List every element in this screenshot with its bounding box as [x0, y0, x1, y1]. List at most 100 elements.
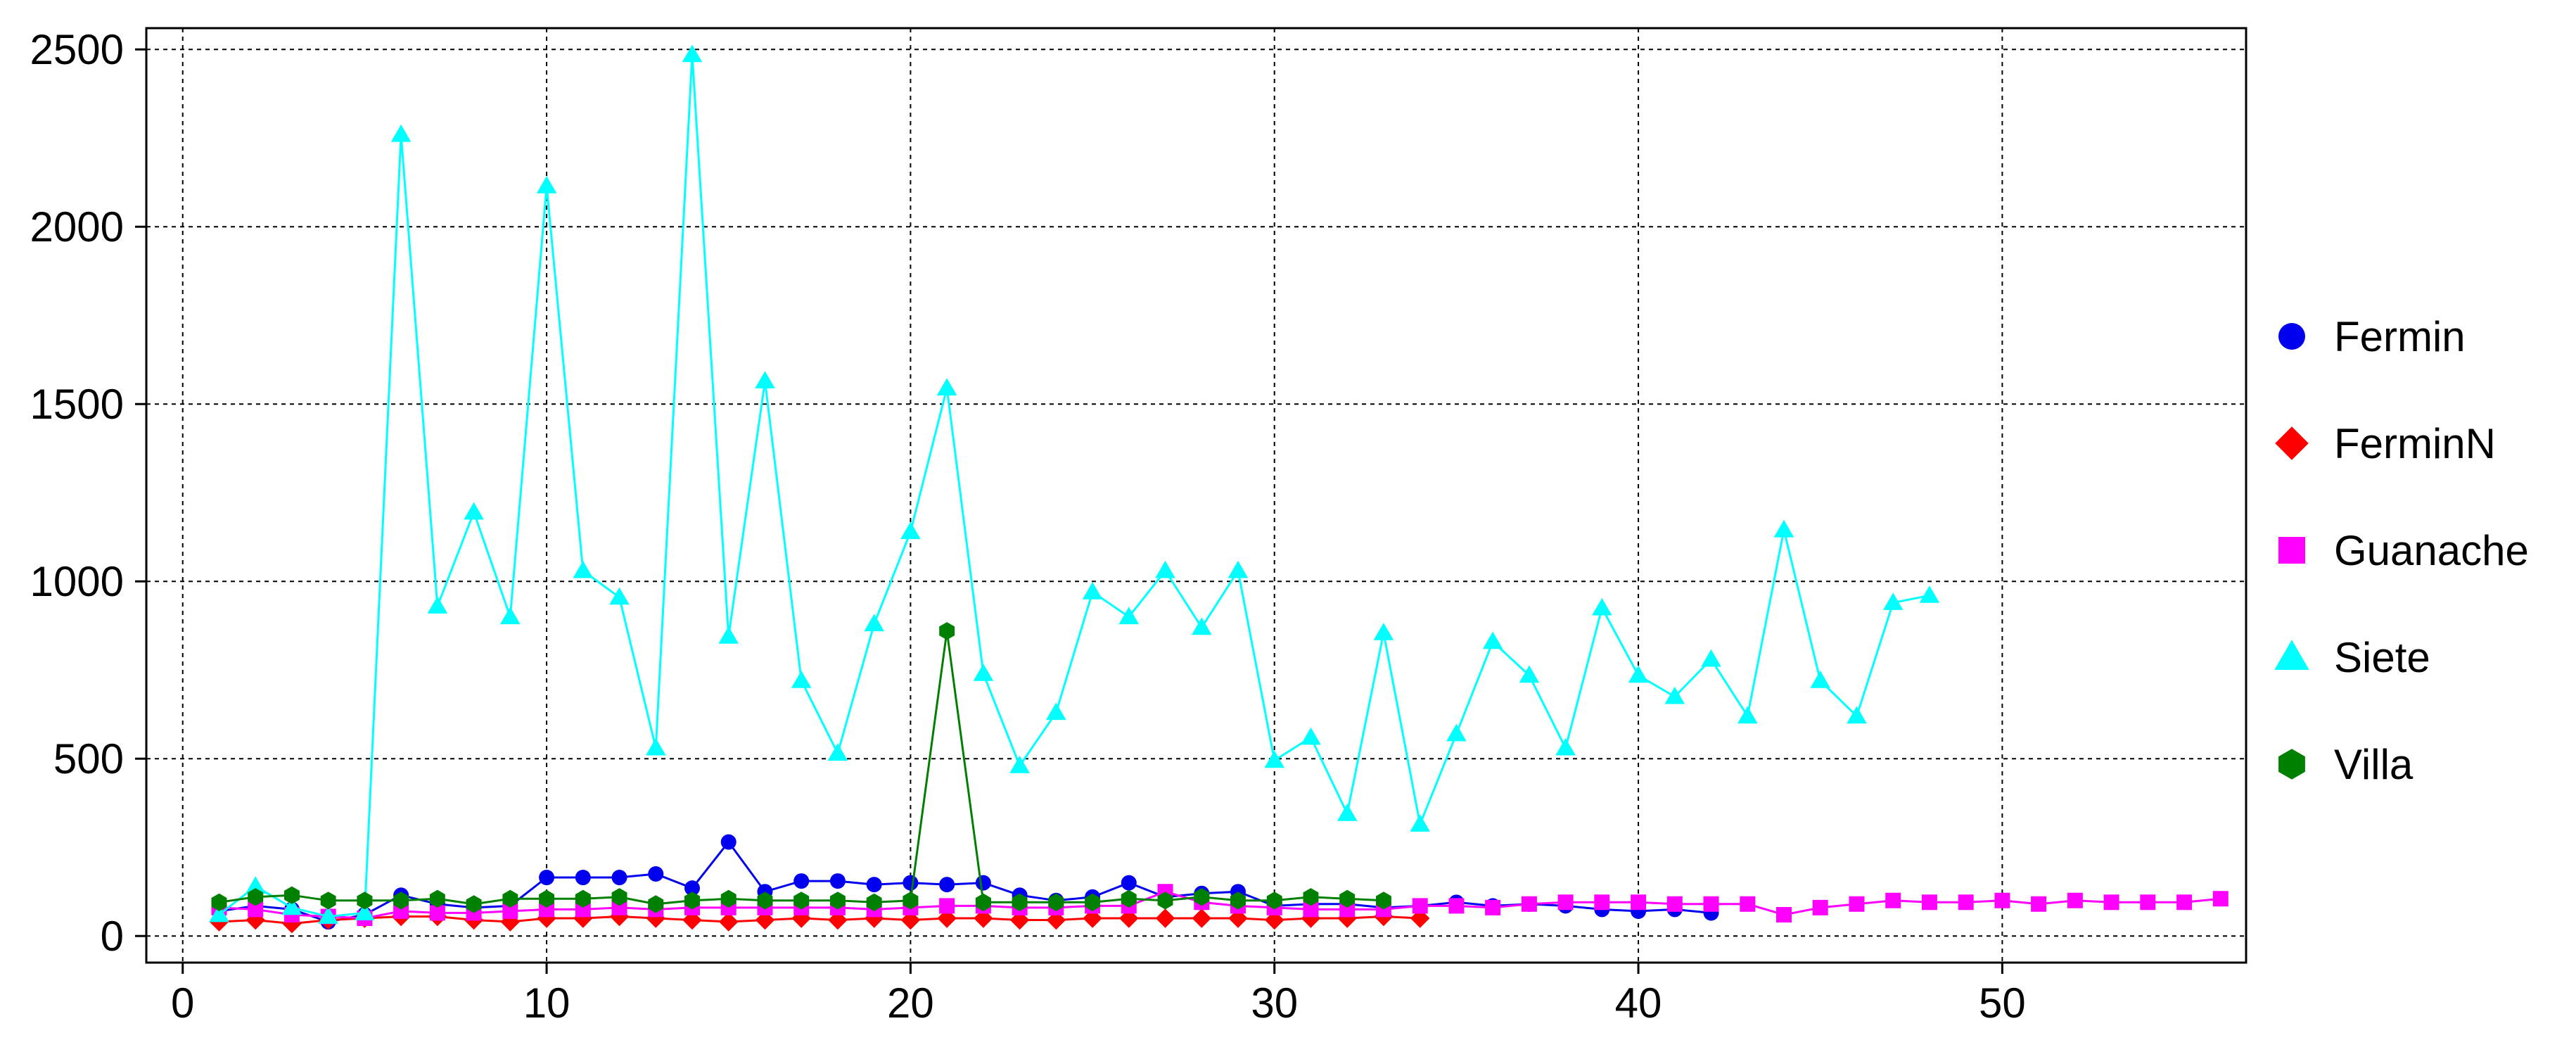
data-point-siete [1592, 597, 1612, 616]
data-point-guanache [1666, 896, 1683, 912]
data-point-fermin [575, 870, 591, 886]
data-point-guanache [1448, 898, 1465, 914]
data-point-siete [573, 560, 594, 578]
data-point-siete [536, 176, 557, 194]
legend-label-ferminn: FerminN [2334, 420, 2496, 467]
x-tick-label: 50 [1979, 979, 2026, 1027]
series-siete [209, 44, 1940, 924]
data-point-guanache [1740, 896, 1756, 912]
data-point-villa [211, 893, 227, 911]
data-point-villa [1085, 893, 1100, 911]
data-point-guanache [2176, 894, 2193, 911]
plot-area-border [145, 27, 2247, 964]
data-point-siete [1555, 737, 1576, 756]
legend-marker-villa [2278, 749, 2305, 780]
data-point-siete [318, 906, 338, 924]
data-point-guanache [1303, 901, 1319, 918]
data-point-guanache [1339, 901, 1356, 918]
data-point-villa [248, 888, 264, 906]
data-point-villa [393, 892, 409, 910]
data-point-siete [755, 371, 775, 388]
data-point-villa [611, 888, 627, 906]
data-point-villa [539, 889, 554, 908]
legend-marker-siete [2274, 640, 2309, 670]
data-point-siete [1737, 706, 1758, 724]
data-point-guanache [2031, 896, 2047, 912]
data-point-fermin [720, 834, 737, 850]
data-point-villa [1339, 889, 1356, 908]
series-villa [211, 622, 1391, 913]
data-point-siete [791, 671, 812, 688]
data-point-guanache [393, 903, 409, 919]
data-point-villa [1012, 893, 1028, 911]
data-point-siete [464, 502, 484, 520]
y-tick-label: 2000 [30, 203, 124, 251]
legend-label-villa: Villa [2334, 741, 2414, 788]
data-point-villa [1376, 892, 1391, 910]
data-point-siete [1919, 585, 1940, 603]
data-point-villa [1194, 888, 1210, 906]
data-point-villa [1266, 892, 1282, 910]
data-point-siete [1264, 750, 1284, 768]
data-point-guanache [2067, 892, 2083, 908]
data-point-siete [1519, 665, 1540, 683]
data-point-villa [1048, 893, 1064, 911]
data-point-siete [1628, 665, 1649, 683]
data-point-guanache [1703, 896, 1719, 912]
data-point-guanache [1521, 896, 1537, 912]
data-point-villa [502, 889, 518, 908]
data-point-siete [355, 903, 375, 920]
data-point-siete [500, 607, 521, 625]
data-point-villa [720, 889, 737, 908]
data-point-villa [866, 893, 882, 911]
data-point-guanache [2103, 894, 2119, 911]
data-point-siete [1810, 671, 1830, 688]
data-point-guanache [1994, 892, 2010, 908]
data-point-ferminn [1192, 908, 1211, 928]
data-point-siete [827, 743, 848, 761]
data-point-siete [1410, 814, 1430, 832]
data-point-guanache [1958, 894, 1974, 911]
data-point-guanache [1485, 899, 1501, 915]
data-point-siete [609, 587, 630, 605]
data-point-siete [1373, 623, 1394, 640]
data-point-fermin [1121, 875, 1137, 891]
data-point-villa [1157, 892, 1173, 910]
data-point-villa [757, 892, 773, 910]
data-point-fermin [975, 875, 991, 891]
data-point-villa [466, 895, 482, 913]
data-point-guanache [539, 901, 555, 918]
data-point-siete [1228, 560, 1249, 578]
data-point-siete [1046, 702, 1066, 721]
data-point-siete [646, 737, 666, 756]
data-point-fermin [684, 880, 700, 896]
data-point-siete [1118, 607, 1140, 625]
data-point-siete [1701, 649, 1721, 667]
data-point-siete [973, 664, 994, 681]
data-point-villa [284, 886, 300, 904]
data-point-fermin [793, 873, 810, 889]
data-point-villa [939, 622, 955, 640]
data-point-villa [648, 895, 664, 913]
legend: Fermin FerminN Guanache Siete Villa [2274, 313, 2529, 788]
x-tick-label: 40 [1615, 979, 1662, 1027]
data-point-villa [357, 892, 373, 910]
data-point-ferminn [719, 912, 739, 932]
data-point-villa [429, 889, 445, 908]
data-point-guanache [1812, 899, 1828, 915]
legend-marker-fermin [2278, 323, 2305, 350]
x-tick-label: 0 [171, 979, 194, 1027]
data-point-siete [1773, 519, 1794, 538]
data-point-siete [1155, 560, 1175, 578]
data-point-fermin [829, 873, 846, 889]
data-point-siete [427, 596, 448, 614]
data-point-guanache [1921, 894, 1937, 911]
data-point-siete [864, 614, 884, 632]
data-point-villa [1230, 892, 1246, 910]
data-point-siete [936, 378, 957, 395]
data-point-villa [1303, 888, 1319, 906]
legend-item-ferminn: FerminN [2275, 420, 2496, 467]
data-point-siete [682, 44, 703, 63]
